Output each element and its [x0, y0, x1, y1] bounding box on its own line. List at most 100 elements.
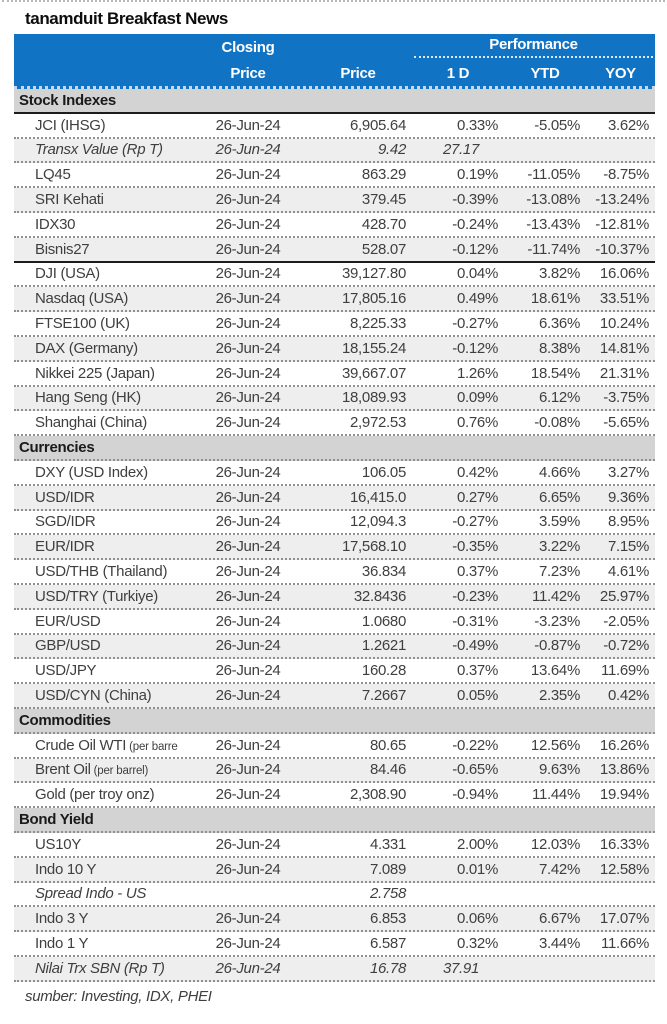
yoy-cell: 17.07%: [599, 910, 649, 928]
price-cell: 80.65: [369, 736, 406, 754]
price-cell: 1.0680: [361, 612, 406, 630]
price-cell: 428.70: [361, 215, 406, 233]
price-cell: 32.8436: [353, 587, 406, 605]
instrument-name-text: Gold (per troy onz): [35, 786, 155, 804]
ytd-cell: 18.54%: [530, 364, 580, 382]
instrument-name-text: Hang Seng (HK): [35, 389, 141, 407]
yoy-cell: -8.75%: [603, 166, 649, 184]
instrument-name-text: DXY (USD Index): [35, 463, 148, 481]
1d-cell: 0.01%: [456, 860, 498, 878]
yoy-cell: -5.65%: [603, 414, 649, 432]
instrument-name: Bisnis27: [14, 241, 192, 258]
closing-price-header: Price: [230, 64, 266, 82]
closing-header: Closing: [221, 38, 275, 56]
instrument-name-unit: (per barre: [126, 740, 178, 753]
instrument-name-text: SRI Kehati: [35, 191, 104, 209]
date-cell: 26-Jun-24: [215, 934, 281, 952]
instrument-name-unit: (per barrel): [90, 765, 149, 778]
section-header: Bond Yield: [14, 808, 655, 833]
table-row: Indo 3 Y 26-Jun-24 6.853 0.06% 6.67% 17.07%: [14, 907, 655, 933]
date-cell: 26-Jun-24: [215, 240, 281, 258]
date-cell: 26-Jun-24: [215, 513, 281, 531]
table-row: LQ45 26-Jun-24 863.29 0.19% -11.05% -8.75%: [14, 163, 655, 189]
1d-cell: -0.12%: [452, 240, 498, 258]
1d-cell: -0.12%: [452, 339, 498, 357]
table-row: SGD/IDR 26-Jun-24 12,094.3 -0.27% 3.59% 8.95%: [14, 510, 655, 536]
yoy-cell: 25.97%: [599, 587, 649, 605]
date-cell: 26-Jun-24: [215, 290, 281, 308]
instrument-name: FTSE100 (UK): [14, 315, 192, 332]
instrument-name: SGD/IDR: [14, 513, 192, 530]
yoy-cell: 10.24%: [599, 315, 649, 333]
yoy-cell: 13.86%: [599, 761, 649, 779]
ytd-cell: 11.42%: [532, 587, 580, 605]
price-cell: 18,089.93: [341, 389, 406, 407]
yoy-cell: -13.24%: [595, 191, 649, 209]
1d-cell: 0.27%: [456, 488, 498, 506]
1d-cell: -0.31%: [452, 612, 498, 630]
date-cell: 26-Jun-24: [215, 612, 281, 630]
date-cell: 26-Jun-24: [215, 116, 281, 134]
price-header: Price: [340, 64, 376, 82]
ytd-cell: -0.87%: [534, 637, 580, 655]
performance-header: Performance: [414, 36, 653, 58]
instrument-name: Nilai Trx SBN (Rp T): [14, 960, 192, 977]
instrument-name: Indo 10 Y: [14, 861, 192, 878]
1d-cell: -0.65%: [452, 761, 498, 779]
yoy-cell: 33.51%: [599, 290, 649, 308]
table-row: JCI (IHSG) 26-Jun-24 6,905.64 0.33% -5.05% 3.…: [14, 113, 655, 139]
ytd-cell: 7.42%: [538, 860, 580, 878]
ytd-cell: 13.64%: [530, 662, 580, 680]
table-row: DAX (Germany) 26-Jun-24 18,155.24 -0.12% 8.3…: [14, 336, 655, 362]
table-body: Stock Indexes JCI (IHSG) 26-Jun-24 6,905.64…: [14, 89, 655, 982]
yoy-cell: 21.31%: [599, 364, 649, 382]
table-row: Indo 10 Y 26-Jun-24 7.089 0.01% 7.42% 12.58%: [14, 857, 655, 883]
instrument-name: Indo 1 Y: [14, 935, 192, 952]
instrument-name-text: Indo 3 Y: [35, 910, 89, 928]
ytd-cell: 11.44%: [532, 786, 580, 804]
date-cell: 26-Jun-24: [215, 364, 281, 382]
table-row: Crude Oil WTI (per barre 26-Jun-24 80.65 -0…: [14, 733, 655, 759]
ytd-cell: 3.82%: [538, 265, 580, 283]
yoy-cell: 16.06%: [599, 265, 649, 283]
instrument-name: Transx Value (Rp T): [14, 141, 192, 158]
1d-cell: 1.26%: [456, 364, 498, 382]
instrument-name: Nasdaq (USA): [14, 290, 192, 307]
1d-cell: 0.06%: [456, 910, 498, 928]
instrument-name: IDX30: [14, 216, 192, 233]
date-cell: 26-Jun-24: [215, 662, 281, 680]
1d-cell: 27.17: [442, 141, 479, 159]
section-header: Stock Indexes: [14, 89, 655, 114]
instrument-name: Crude Oil WTI (per barre: [14, 737, 192, 754]
price-cell: 18,155.24: [341, 339, 406, 357]
page-title: tanamduit Breakfast News: [25, 9, 228, 28]
1d-cell: 0.32%: [456, 934, 498, 952]
header-row-1: Closing Performance: [14, 34, 655, 60]
price-cell: 16,415.0: [350, 488, 406, 506]
1d-cell: -0.27%: [452, 315, 498, 333]
price-cell: 17,568.10: [341, 538, 406, 556]
table-row: Transx Value (Rp T) 26-Jun-24 9.42 27.17: [14, 138, 655, 164]
price-cell: 2,972.53: [350, 414, 406, 432]
table-row: USD/CYN (China) 26-Jun-24 7.2667 0.05% 2.35%…: [14, 684, 655, 709]
table-row: Hang Seng (HK) 26-Jun-24 18,089.93 0.09% 6.1…: [14, 386, 655, 412]
yoy-cell: 3.62%: [607, 116, 649, 134]
instrument-name-text: Nikkei 225 (Japan): [35, 364, 155, 382]
price-cell: 106.05: [361, 463, 406, 481]
ytd-cell: 6.65%: [538, 488, 580, 506]
ytd-cell: 12.56%: [530, 736, 580, 754]
1d-cell: 0.19%: [456, 166, 498, 184]
instrument-name-text: Shanghai (China): [35, 414, 147, 432]
instrument-name: USD/TRY (Turkiye): [14, 588, 192, 605]
instrument-name-text: Brent Oil: [35, 761, 91, 779]
yoy-cell: 11.66%: [601, 934, 649, 952]
1d-cell: 0.42%: [456, 463, 498, 481]
instrument-name: USD/CYN (China): [14, 687, 192, 704]
price-cell: 4.331: [369, 835, 406, 853]
price-cell: 6.587: [369, 934, 406, 952]
price-cell: 84.46: [369, 761, 406, 779]
instrument-name-text: Crude Oil WTI: [35, 736, 127, 754]
instrument-name: LQ45: [14, 166, 192, 183]
yoy-cell: -0.72%: [603, 637, 649, 655]
